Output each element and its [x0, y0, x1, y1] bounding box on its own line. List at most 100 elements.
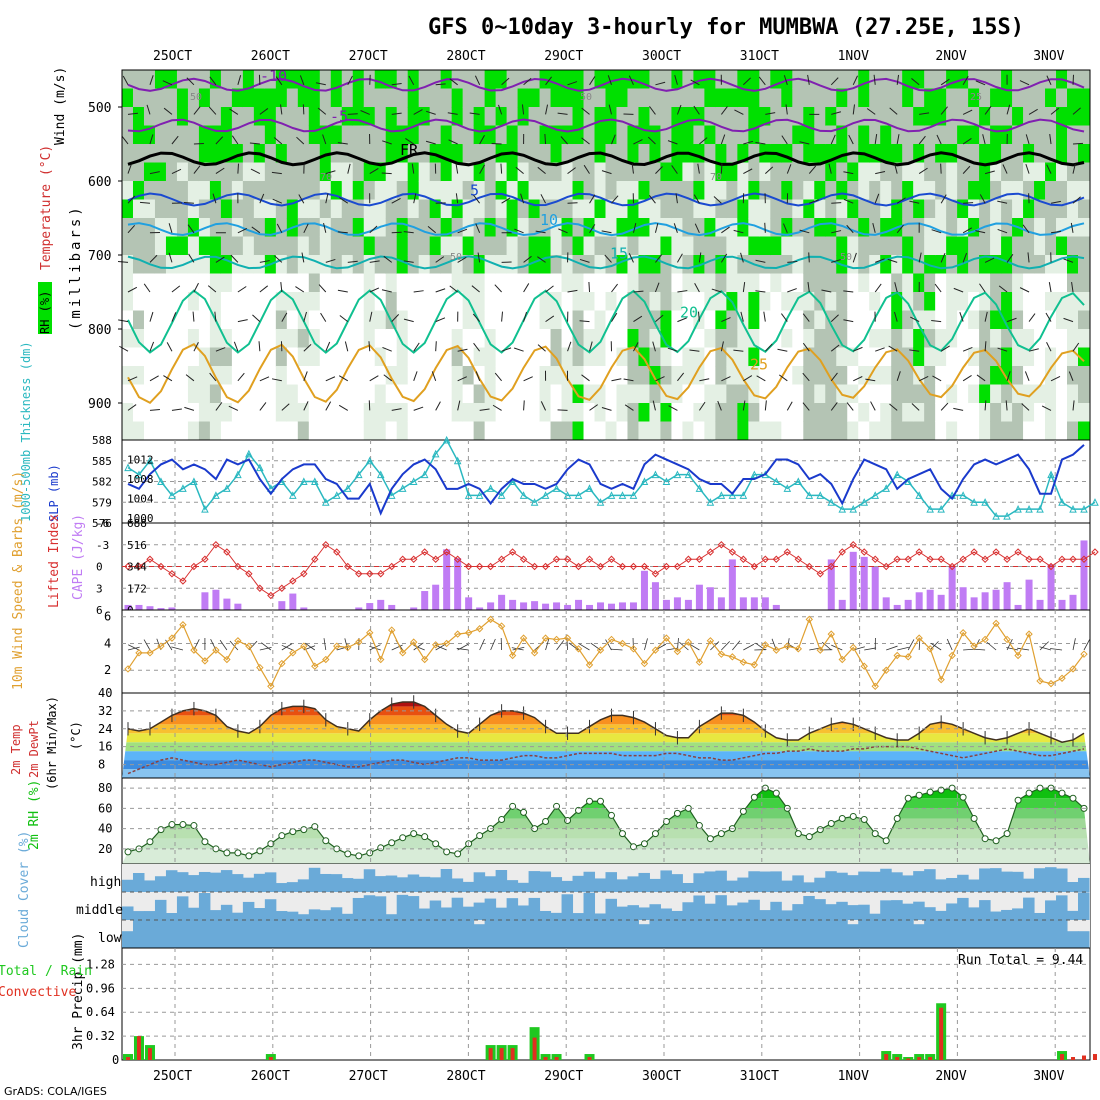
cloud-high-cell	[242, 877, 255, 892]
rh-cell	[836, 421, 848, 441]
wind-barb	[689, 349, 700, 352]
rh-cell	[1012, 70, 1024, 89]
rh-cell	[858, 236, 870, 256]
cloud-low-cell	[209, 920, 222, 948]
thickness-marker	[168, 491, 176, 499]
wind-barb	[962, 109, 973, 115]
li-marker	[893, 555, 901, 563]
cloud-mid-cell	[352, 897, 365, 920]
thickness-marker	[893, 470, 902, 479]
rh-cell	[924, 292, 936, 311]
rh-cell	[792, 125, 804, 145]
rh-cell	[440, 273, 453, 293]
wind-speed-marker	[937, 675, 945, 684]
rh-cell	[902, 107, 914, 126]
rh-marker	[926, 788, 934, 796]
rh-marker	[871, 830, 879, 838]
li-marker	[212, 541, 220, 549]
bottom-date-label: 25OCT	[153, 1069, 192, 1084]
rh-cell	[572, 255, 585, 274]
li-marker	[289, 577, 297, 585]
bottom-date-label: 3NOV	[1033, 1069, 1064, 1084]
cloud-low-cell	[814, 920, 826, 948]
rh-cell	[781, 403, 793, 422]
rh-cell	[880, 347, 892, 367]
cloud-mid-cell	[187, 907, 200, 920]
rh-cell	[352, 88, 365, 108]
wind-barb	[962, 75, 969, 86]
rh-cell	[935, 125, 947, 145]
rh-cell	[308, 236, 321, 256]
rh-cell	[132, 199, 145, 219]
wind-barb	[720, 134, 726, 145]
rh-cell	[484, 255, 497, 274]
thickness-marker	[1080, 505, 1088, 513]
rh-cell	[693, 403, 705, 422]
rh-cell	[154, 162, 167, 182]
rh-cell	[440, 347, 453, 367]
surface-wind-barb	[413, 642, 424, 651]
cloud-mid-cell	[363, 895, 376, 920]
rh-cell	[825, 273, 837, 293]
wind-barb	[208, 106, 217, 115]
rh-cell	[869, 218, 881, 237]
rh-cell	[990, 88, 1002, 108]
cloud-mid-cell	[440, 907, 453, 920]
wind-barb	[1006, 317, 1017, 323]
rh-cell	[924, 162, 936, 182]
rh-cell	[154, 421, 167, 441]
cape-tick-label: 516	[127, 539, 147, 552]
rh-cell	[363, 199, 376, 219]
cape-axis-label: CAPE (J/kg)	[71, 514, 86, 600]
wind-barb	[469, 112, 480, 115]
wind-speed-marker	[300, 642, 308, 650]
wind-speed-marker	[541, 634, 550, 642]
rh-cell	[286, 199, 299, 219]
rh-cell	[275, 236, 288, 256]
thickness-marker	[530, 498, 539, 506]
wind-speed-marker	[992, 619, 1000, 628]
rh-cell	[616, 181, 628, 200]
rh-cell	[968, 181, 980, 200]
wind-barb	[369, 287, 380, 293]
cloud-mid-cell	[253, 908, 266, 920]
wind-barb	[631, 163, 634, 174]
rh-cell	[572, 292, 585, 311]
rh-cell	[1045, 329, 1057, 348]
rh-cell	[957, 144, 969, 163]
cloud-low-cell	[143, 920, 156, 948]
rh-cell	[693, 107, 705, 126]
wind-barb	[611, 378, 622, 382]
wind-barb	[344, 341, 349, 352]
rh-cell	[209, 70, 222, 89]
pressure-tick-label: 800	[88, 323, 111, 338]
rh-cell	[649, 292, 661, 311]
rh-cell	[264, 125, 277, 145]
wind-barb	[413, 342, 420, 352]
cape-bar	[860, 556, 868, 610]
wind-speed-marker	[366, 629, 374, 637]
rh-cell	[517, 88, 530, 108]
wind-barb	[523, 77, 532, 86]
rh-marker	[542, 818, 550, 826]
rh-cell	[264, 162, 277, 182]
rh-cell	[792, 199, 804, 219]
rh-cell	[407, 255, 420, 274]
rh-cell	[220, 255, 233, 274]
rh-cell	[506, 292, 519, 311]
rh-marker	[146, 838, 154, 846]
rh-cell	[440, 181, 453, 200]
rh-cell	[231, 144, 244, 163]
wind-barb	[382, 140, 392, 145]
rh-cell	[627, 421, 639, 441]
rh-cell	[869, 273, 881, 293]
rh-cell	[792, 181, 804, 200]
rh-cell	[286, 107, 299, 126]
thickness-marker	[409, 477, 418, 485]
cloud-low-cell	[781, 920, 793, 948]
rh-cell	[132, 218, 145, 237]
rh-cell	[132, 88, 145, 108]
rh-marker	[849, 812, 857, 820]
wind-barb	[655, 254, 663, 263]
wind-barb	[668, 405, 678, 411]
